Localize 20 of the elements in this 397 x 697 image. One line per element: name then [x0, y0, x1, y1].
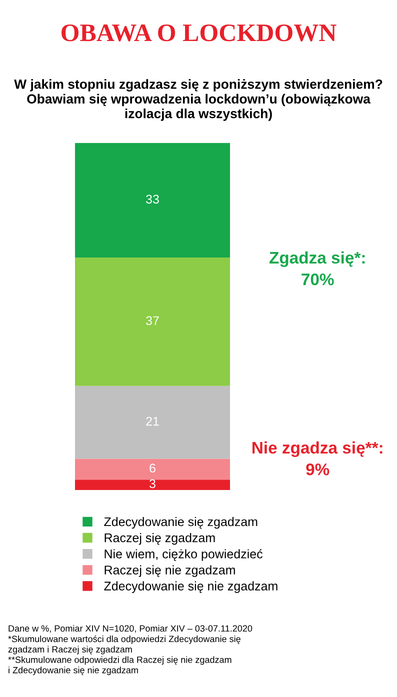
- data-label: 3: [150, 479, 156, 488]
- bar: [75, 386, 230, 459]
- bar: [75, 143, 230, 258]
- legend-label: Raczej się zgadzam: [104, 533, 215, 545]
- legend-label: Zdecydowanie się zgadzam: [104, 517, 258, 529]
- data-label: 33: [146, 194, 159, 204]
- legend-label: Nie wiem, ciężko powiedzieć: [104, 549, 263, 561]
- legend-label: Raczej się nie zgadzam: [104, 565, 235, 577]
- legend-label: Zdecydowanie się nie zgadzam: [104, 581, 278, 593]
- text: Dane w %, Pomiar XIV N=1020, Pomiar XIV – 03-07.11.2020 *Skumulowane wartości dla odpowiedzi Zdecydowanie się zgadzam i Raczej się zgadzam **Skumulowane odpowiedzi dla Raczej się nie zgadzam i Zdecydowanie się nie zgadzam: [8, 625, 252, 676]
- data-label: 37: [146, 316, 159, 326]
- bar: [75, 258, 230, 386]
- data-label: 6: [150, 464, 156, 473]
- chart-title: OBAWA O LOCKDOWN: [62, 24, 336, 42]
- text: Nie zgadza się**: 9%: [252, 441, 382, 476]
- data-label: 21: [146, 416, 159, 426]
- bar: [75, 458, 230, 480]
- bar: [75, 480, 230, 490]
- chart-subtitle: W jakim stopniu zgadzasz się z poniższym stwierdzeniem? Obawiam się wprowadzenia lockdown’u (obowiązkowa izolacja dla wszystkich): [14, 79, 382, 121]
- text: Zgadza się*: 70%: [269, 251, 365, 286]
